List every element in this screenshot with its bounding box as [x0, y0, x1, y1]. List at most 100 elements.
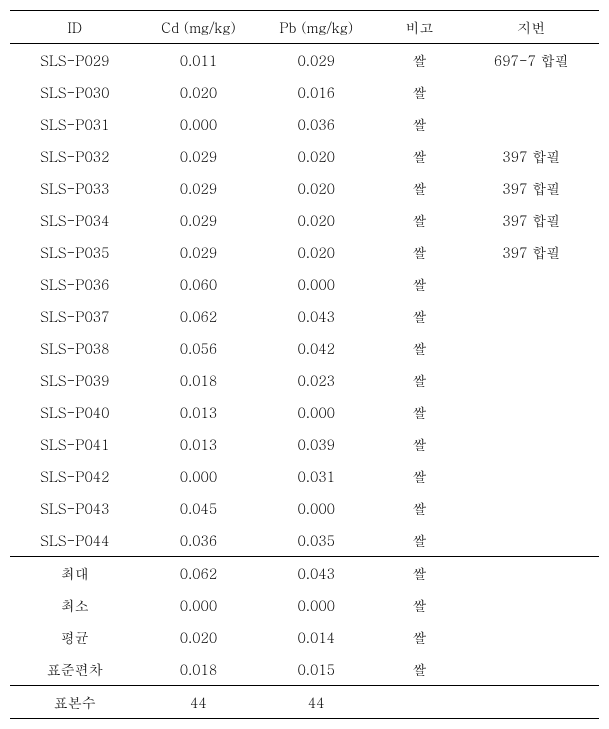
table-cell: 0.036 — [140, 524, 258, 557]
table-cell — [464, 492, 599, 524]
table-row: SLS-P0320.0290.020쌀397 합필 — [10, 140, 599, 172]
table-cell: SLS-P037 — [10, 300, 140, 332]
table-cell: 쌀 — [375, 460, 463, 492]
table-cell: SLS-P038 — [10, 332, 140, 364]
table-cell: 0.031 — [257, 460, 375, 492]
table-cell: SLS-P040 — [10, 396, 140, 428]
table-row: SLS-P0370.0620.043쌀 — [10, 300, 599, 332]
table-cell: 0.043 — [257, 557, 375, 590]
header-id: ID — [10, 11, 140, 44]
table-row: SLS-P0290.0110.029쌀697-7 합필 — [10, 44, 599, 77]
table-cell: 44 — [257, 686, 375, 719]
table-cell: 397 합필 — [464, 172, 599, 204]
table-cell: 최대 — [10, 557, 140, 590]
table-cell: 0.000 — [140, 108, 258, 140]
table-cell: 표준편차 — [10, 653, 140, 686]
header-cd: Cd (mg/kg) — [140, 11, 258, 44]
table-cell: 397 합필 — [464, 140, 599, 172]
table-cell: 최소 — [10, 589, 140, 621]
table-row: SLS-P0410.0130.039쌀 — [10, 428, 599, 460]
table-cell: 0.029 — [140, 140, 258, 172]
table-cell: SLS-P044 — [10, 524, 140, 557]
table-cell: 0.035 — [257, 524, 375, 557]
table-stat-row: 최대0.0620.043쌀 — [10, 557, 599, 590]
table-cell — [464, 621, 599, 653]
table-cell: 0.042 — [257, 332, 375, 364]
table-cell: 0.000 — [257, 492, 375, 524]
table-cell: 0.011 — [140, 44, 258, 77]
table-footer-row: 표본수4444 — [10, 686, 599, 719]
table-cell: 0.000 — [140, 460, 258, 492]
table-cell: SLS-P029 — [10, 44, 140, 77]
table-row: SLS-P0430.0450.000쌀 — [10, 492, 599, 524]
table-cell: SLS-P041 — [10, 428, 140, 460]
table-cell: 0.013 — [140, 428, 258, 460]
table-cell: 0.020 — [257, 172, 375, 204]
table-cell: 쌀 — [375, 140, 463, 172]
table-cell: 0.020 — [257, 204, 375, 236]
table-cell: 쌀 — [375, 44, 463, 77]
table-stat-row: 최소0.0000.000쌀 — [10, 589, 599, 621]
table-cell: 쌀 — [375, 364, 463, 396]
table-cell — [464, 589, 599, 621]
data-table: ID Cd (mg/kg) Pb (mg/kg) 비고 지번 SLS-P0290… — [10, 10, 599, 719]
table-cell: 0.018 — [140, 364, 258, 396]
table-cell: 44 — [140, 686, 258, 719]
table-row: SLS-P0360.0600.000쌀 — [10, 268, 599, 300]
table-stat-row: 표준편차0.0180.015쌀 — [10, 653, 599, 686]
table-cell: 0.020 — [140, 76, 258, 108]
table-header: ID Cd (mg/kg) Pb (mg/kg) 비고 지번 — [10, 11, 599, 44]
table-cell: 쌀 — [375, 524, 463, 557]
table-cell: 쌀 — [375, 332, 463, 364]
table-cell: 쌀 — [375, 76, 463, 108]
table-cell: SLS-P033 — [10, 172, 140, 204]
table-cell: 0.039 — [257, 428, 375, 460]
table-stat-row: 평균0.0200.014쌀 — [10, 621, 599, 653]
table-cell: 0.045 — [140, 492, 258, 524]
table-cell: 0.014 — [257, 621, 375, 653]
table-cell: 쌀 — [375, 108, 463, 140]
table-cell: 0.020 — [257, 140, 375, 172]
table-row: SLS-P0330.0290.020쌀397 합필 — [10, 172, 599, 204]
table-footer: 표본수4444 — [10, 686, 599, 719]
table-cell: 쌀 — [375, 653, 463, 686]
table-cell — [464, 460, 599, 492]
table-row: SLS-P0440.0360.035쌀 — [10, 524, 599, 557]
table-cell: 0.018 — [140, 653, 258, 686]
table-cell: SLS-P043 — [10, 492, 140, 524]
table-cell — [464, 524, 599, 557]
table-cell: 쌀 — [375, 557, 463, 590]
table-cell: 평균 — [10, 621, 140, 653]
table-body: SLS-P0290.0110.029쌀697-7 합필SLS-P0300.020… — [10, 44, 599, 557]
table-row: SLS-P0380.0560.042쌀 — [10, 332, 599, 364]
table-row: SLS-P0300.0200.016쌀 — [10, 76, 599, 108]
table-cell: 0.060 — [140, 268, 258, 300]
table-cell: SLS-P031 — [10, 108, 140, 140]
header-note: 비고 — [375, 11, 463, 44]
table-cell: 0.000 — [140, 589, 258, 621]
table-row: SLS-P0400.0130.000쌀 — [10, 396, 599, 428]
table-cell: 쌀 — [375, 236, 463, 268]
table-cell: 0.043 — [257, 300, 375, 332]
table-cell — [375, 686, 463, 719]
table-cell: 0.000 — [257, 589, 375, 621]
table-cell: 0.015 — [257, 653, 375, 686]
table-cell: 397 합필 — [464, 204, 599, 236]
table-cell — [464, 300, 599, 332]
table-cell: 697-7 합필 — [464, 44, 599, 77]
table-cell: 쌀 — [375, 204, 463, 236]
table-cell: 0.000 — [257, 268, 375, 300]
table-cell — [464, 108, 599, 140]
table-row: SLS-P0390.0180.023쌀 — [10, 364, 599, 396]
table-cell: SLS-P039 — [10, 364, 140, 396]
table-cell — [464, 557, 599, 590]
table-cell: SLS-P035 — [10, 236, 140, 268]
table-cell — [464, 428, 599, 460]
table-cell: 쌀 — [375, 621, 463, 653]
table-cell: 0.029 — [140, 236, 258, 268]
table-cell: 쌀 — [375, 396, 463, 428]
table-cell: 0.029 — [140, 204, 258, 236]
table-cell: 쌀 — [375, 268, 463, 300]
table-cell: 397 합필 — [464, 236, 599, 268]
table-cell: 쌀 — [375, 492, 463, 524]
